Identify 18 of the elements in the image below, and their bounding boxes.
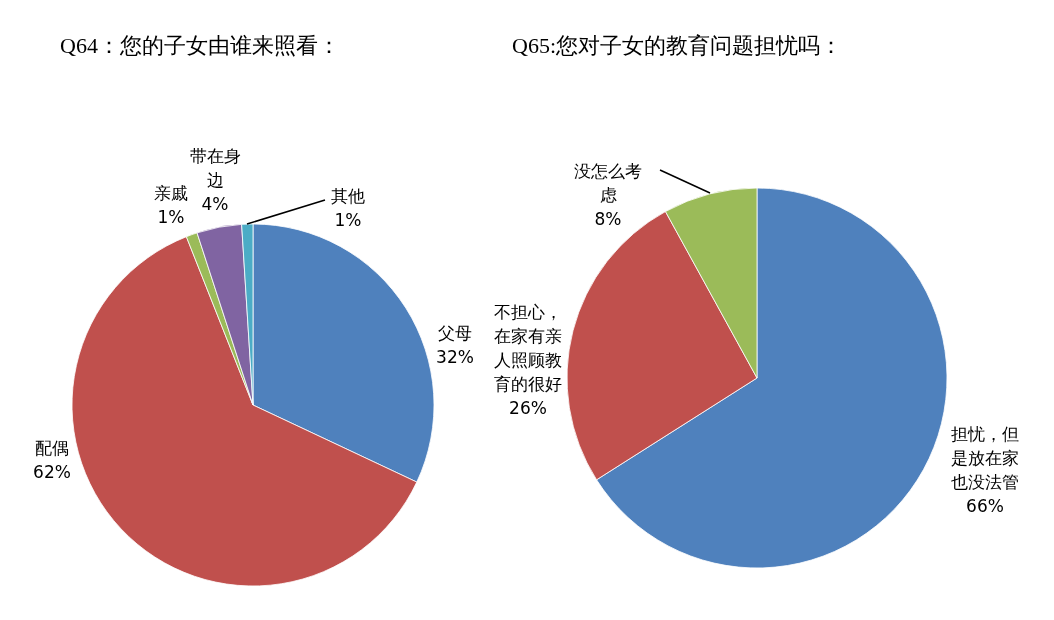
slice-label: 不担心，在家有亲人照顾教育的很好 xyxy=(494,302,562,394)
data-label: 1% xyxy=(334,210,362,230)
data-label: 8% xyxy=(594,209,622,229)
slice-label: 没怎么考虑 xyxy=(574,161,642,205)
data-label: 4% xyxy=(201,194,229,214)
slice-label: 带在身边 xyxy=(189,146,241,190)
slice-label: 其他 xyxy=(331,186,365,206)
data-label: 26% xyxy=(509,398,547,418)
chart-title: Q64：您的子女由谁来照看： xyxy=(60,33,340,58)
slice-label: 配偶 xyxy=(35,438,69,458)
slice-label: 担忧，但是放在家也没法管 xyxy=(951,424,1019,492)
data-label: 1% xyxy=(157,207,185,227)
data-label: 32% xyxy=(436,347,474,367)
data-label: 66% xyxy=(966,496,1004,516)
slice-label: 父母 xyxy=(438,323,472,343)
data-label: 62% xyxy=(33,462,71,482)
chart-title: Q65:您对子女的教育问题担忧吗： xyxy=(512,33,842,58)
slice-label: 亲戚 xyxy=(154,183,188,203)
